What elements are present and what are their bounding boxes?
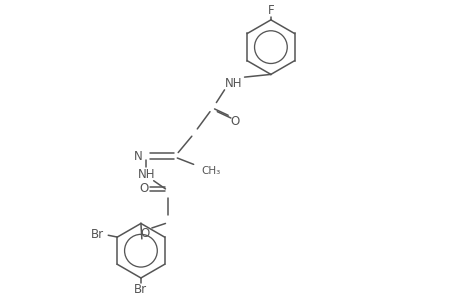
Text: CH₃: CH₃	[201, 166, 220, 176]
Text: F: F	[267, 4, 274, 17]
Text: NH: NH	[224, 77, 242, 90]
Text: O: O	[139, 182, 148, 195]
Text: NH: NH	[137, 168, 155, 181]
Text: N: N	[134, 150, 142, 163]
Text: Br: Br	[134, 283, 147, 296]
Text: O: O	[230, 115, 239, 128]
Text: O: O	[140, 227, 150, 240]
Text: Br: Br	[90, 228, 104, 241]
